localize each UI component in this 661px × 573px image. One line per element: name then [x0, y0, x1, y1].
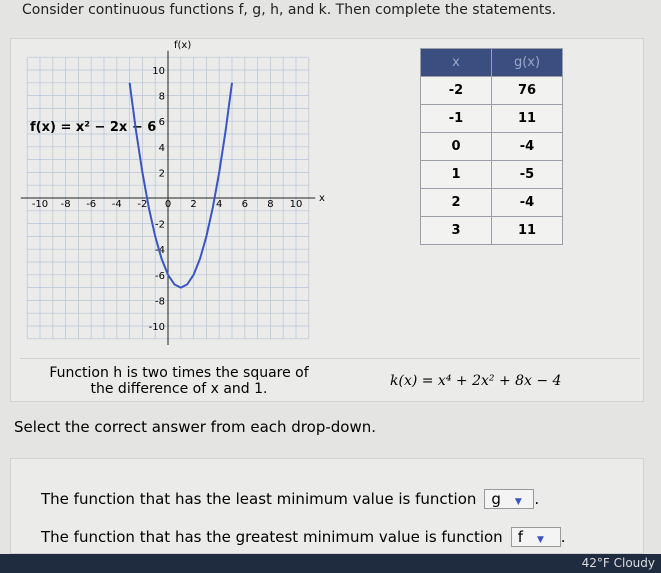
statement: The function that has the greatest minim…	[41, 527, 565, 547]
statement-text: The function that has the least minimum …	[41, 490, 477, 508]
x-axis-label: x	[319, 193, 325, 204]
prompt: Select the correct answer from each drop…	[14, 418, 376, 436]
statement: The function that has the least minimum …	[41, 489, 539, 509]
statement-end: .	[534, 490, 540, 508]
y-tick-label: 8	[159, 92, 165, 103]
statement-text: The function that has the greatest minim…	[41, 528, 503, 546]
table-header: g(x)	[491, 48, 563, 77]
function-k: k(x) = x⁴ + 2x² + 8x − 4	[390, 373, 562, 389]
header-row: x g(x)	[420, 48, 563, 77]
table-row: -2 76	[420, 76, 563, 105]
table-cell: 3	[420, 216, 492, 245]
y-tick-label: 6	[159, 117, 165, 128]
y-tick-label: 10	[152, 66, 165, 77]
y-tick-label: -2	[155, 220, 165, 231]
dropdown-arrow: ▼	[536, 535, 544, 545]
table-cell: 1	[420, 160, 492, 189]
x-tick-label: 8	[267, 199, 273, 210]
table-row: 2 -4	[420, 188, 563, 217]
table-cell: -1	[420, 104, 492, 133]
statement-end: .	[560, 528, 566, 546]
function-h: Function h is two times the square of th…	[49, 365, 309, 397]
table-cell: 11	[491, 216, 563, 245]
x-tick-label: 2	[190, 199, 196, 210]
table-row: 0 -4	[420, 132, 563, 161]
x-tick-label: 6	[242, 199, 248, 210]
dropdown-value: g	[491, 490, 501, 508]
table-cell: 11	[491, 104, 563, 133]
table-wrap: x g(x) -2 76 -1 11 0 -4 1 -5 2 -4 3 11	[420, 48, 563, 245]
x-tick-label: -8	[61, 199, 71, 210]
taskbar: 42°F Cloudy	[0, 554, 661, 573]
table-cell: 2	[420, 188, 492, 217]
h-k-row: Function h is two times the square of th…	[20, 358, 640, 403]
table-row: 1 -5	[420, 160, 563, 189]
table-row: 3 11	[420, 216, 563, 245]
weather: 42°F Cloudy	[581, 556, 655, 570]
table-header: x	[420, 48, 492, 77]
table-cell: 76	[491, 76, 563, 105]
table-cell: -2	[420, 76, 492, 105]
y-tick-label: -8	[155, 296, 165, 307]
dropdown[interactable]: f ▼	[510, 527, 561, 547]
instruction: Consider continuous functions f, g, h, a…	[22, 2, 557, 18]
answer-panel: The function that has the least minimum …	[10, 458, 644, 554]
table-cell: 0	[420, 132, 492, 161]
dropdown[interactable]: g ▼	[484, 489, 535, 509]
table-cell: -4	[491, 132, 563, 161]
y-tick-label: 4	[159, 143, 165, 154]
dropdown-arrow: ▼	[514, 497, 522, 507]
x-tick-label: -4	[112, 199, 122, 210]
x-tick-label: -2	[137, 199, 147, 210]
y-axis-label: f(x)	[174, 40, 191, 51]
table-cell: -5	[491, 160, 563, 189]
table-row: -1 11	[420, 104, 563, 133]
table-cell: -4	[491, 188, 563, 217]
x-tick-label: 10	[290, 199, 303, 210]
x-tick-label: -10	[32, 199, 48, 210]
x-tick-label: 4	[216, 199, 222, 210]
y-tick-label: -6	[155, 271, 165, 282]
function-label: f(x) = x² − 2x − 6	[30, 120, 156, 135]
y-tick-label: -10	[149, 322, 165, 333]
graph: -10 -8 -6 -4 -2 0 2 4 6 8 10108642-2-4-6-8-10xf(x)…	[20, 40, 325, 345]
g-table: x g(x) -2 76 -1 11 0 -4 1 -5 2 -4 3 11	[420, 48, 563, 245]
parabola	[128, 82, 233, 289]
dropdown-value: f	[517, 528, 523, 546]
x-tick-label: -6	[86, 199, 96, 210]
x-tick-label: 0	[165, 199, 171, 210]
y-tick-label: 2	[159, 168, 165, 179]
